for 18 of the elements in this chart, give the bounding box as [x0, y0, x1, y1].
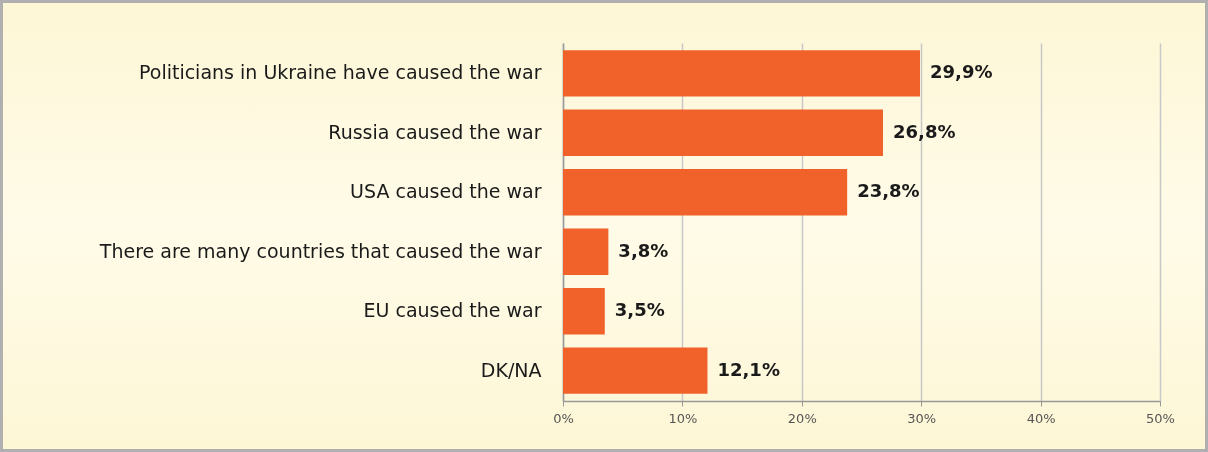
y-tick-label: USA caused the war: [350, 180, 542, 203]
y-tick-label: DK/NA: [480, 358, 542, 381]
data-label: 3,8%: [618, 239, 669, 261]
x-tick-label: 0%: [553, 410, 574, 426]
x-tick-label: 20%: [787, 410, 817, 426]
x-tick-label: 10%: [668, 410, 698, 426]
data-label: 23,8%: [857, 180, 920, 202]
data-label: 3,5%: [614, 299, 665, 321]
data-label: 29,9%: [930, 61, 993, 83]
data-label: 26,8%: [892, 120, 956, 142]
y-tick-label: Russia caused the war: [328, 120, 542, 143]
y-tick-label: Politicians in Ukraine have caused the war: [138, 61, 542, 84]
x-tick-label: 40%: [1026, 410, 1056, 426]
x-tick-label: 50%: [1146, 410, 1175, 426]
x-tick-label: 30%: [907, 410, 937, 426]
y-tick-label: EU caused the war: [363, 299, 542, 322]
data-label: 12,1%: [717, 358, 780, 380]
y-tick-label: There are many countries that caused the war: [98, 239, 542, 262]
